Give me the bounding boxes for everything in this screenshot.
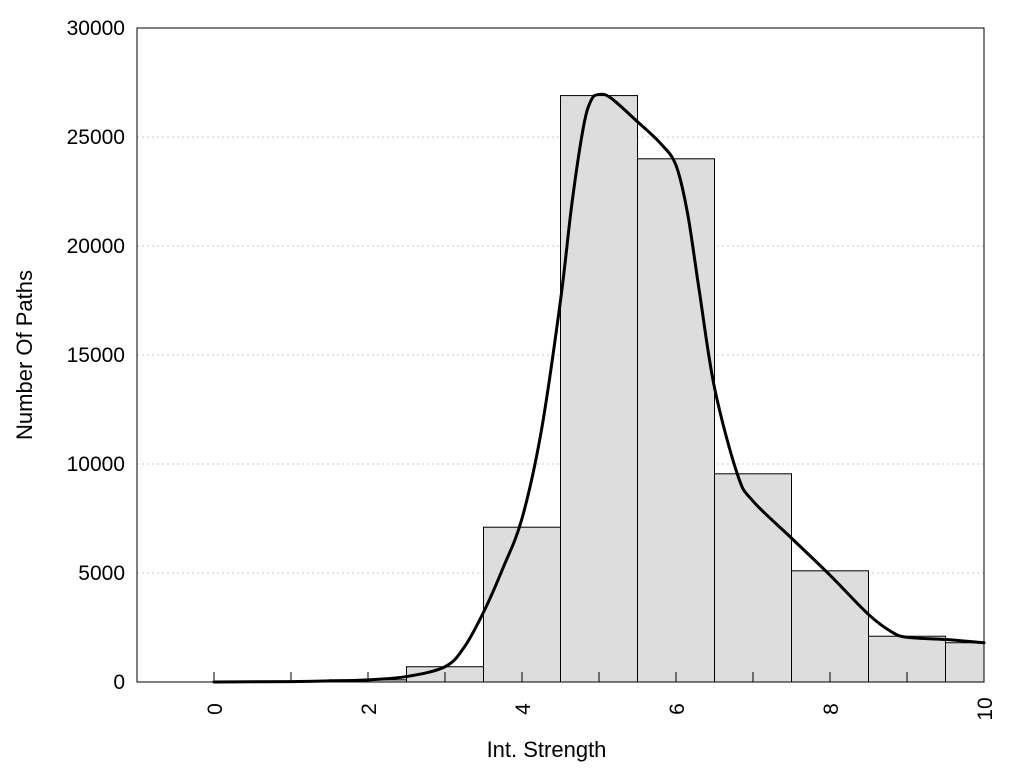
bar-4 xyxy=(483,526,561,683)
y-tick-label-20000: 20000 xyxy=(67,235,125,258)
histogram-bars xyxy=(329,95,985,683)
x-tick-label-8: 8 xyxy=(820,703,843,715)
x-tick-label-6: 6 xyxy=(666,703,689,715)
x-tick-label-10: 10 xyxy=(974,697,997,720)
y-tick-label-10000: 10000 xyxy=(67,453,125,476)
x-tick-label-0: 0 xyxy=(204,703,227,715)
y-tick-label-25000: 25000 xyxy=(67,126,125,149)
plot-frame xyxy=(136,27,985,683)
y-tick-label-5000: 5000 xyxy=(78,562,125,585)
x-tick-label-4: 4 xyxy=(512,703,535,715)
bar-10 xyxy=(945,642,985,683)
y-axis-label: Number Of Paths xyxy=(12,270,37,440)
x-tick-label-2: 2 xyxy=(358,703,381,715)
x-axis-label: Int. Strength xyxy=(487,737,607,762)
y-tick-label-0: 0 xyxy=(113,671,125,694)
axis-ticks: 0 5000 10000 15000 20000 25000 30000 0 2 4 6 8 10 xyxy=(67,17,997,721)
bar-8 xyxy=(791,570,869,683)
bar-5 xyxy=(560,95,638,683)
y-tick-label-30000: 30000 xyxy=(67,17,125,40)
bar-7 xyxy=(714,473,792,683)
y-tick-label-15000: 15000 xyxy=(67,344,125,367)
density-curve xyxy=(212,92,986,684)
bar-6 xyxy=(637,158,715,683)
